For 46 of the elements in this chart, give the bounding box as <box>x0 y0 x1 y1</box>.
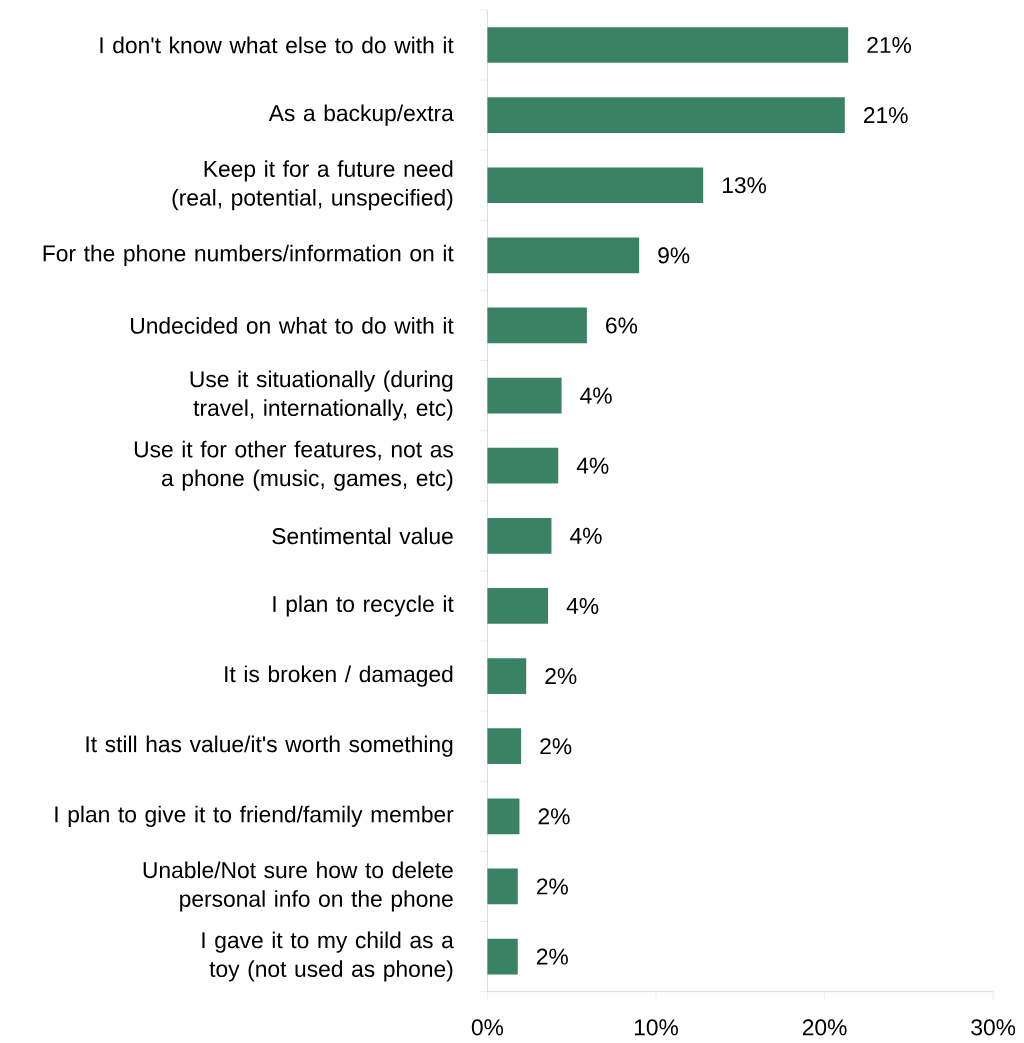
y-tick-label: Undecided on what to do with it <box>131 317 454 334</box>
y-tick-label: I don't know what else to do with it <box>100 36 454 54</box>
bar <box>487 307 588 344</box>
bar <box>487 27 849 63</box>
y-tick-label: I plan to recycle it <box>273 595 454 617</box>
data-label: 6% <box>606 317 638 334</box>
bar <box>487 447 559 484</box>
y-tick-label: I plan to give it to friend/family member <box>55 805 454 827</box>
bar <box>487 377 562 414</box>
x-tick-label: 20% <box>803 1019 847 1036</box>
bar <box>487 588 549 624</box>
y-tick-label: Sentimental value <box>272 527 453 545</box>
bar <box>487 237 640 274</box>
data-label: 4% <box>566 597 599 614</box>
y-tick-label: Unable/Not sure how to delete personal info on the phone <box>143 861 453 912</box>
data-label: 21% <box>864 107 908 124</box>
y-tick-label: As a backup/extra <box>269 104 455 126</box>
bar <box>487 798 520 835</box>
y-tick-label: Use it for other features, not as a phone (music, games, etc) <box>135 440 454 491</box>
data-label: 2% <box>538 808 570 825</box>
y-tick-label: Keep it for a future need (real, potential, unspecified) <box>172 160 453 211</box>
data-label: 2% <box>540 738 572 755</box>
x-tick-label: 10% <box>635 1019 679 1036</box>
data-label: 9% <box>658 247 690 264</box>
y-tick-label: For the phone numbers/information on it <box>43 244 454 266</box>
data-label: 4% <box>577 457 609 474</box>
data-label: 2% <box>545 668 577 685</box>
data-label: 2% <box>537 948 569 965</box>
x-tick-label: 30% <box>971 1019 1016 1036</box>
data-label: 4% <box>580 387 612 404</box>
bar <box>487 167 704 204</box>
data-label: 21% <box>867 36 912 54</box>
y-tick-label: Use it situationally (during travel, internationally, etc) <box>190 370 453 421</box>
data-label: 13% <box>723 177 767 194</box>
bar <box>487 97 846 133</box>
bar <box>487 728 522 765</box>
data-label: 4% <box>570 527 602 544</box>
y-tick-label: I gave it to my child as a toy (not used as phone) <box>202 931 455 982</box>
bar <box>487 517 552 554</box>
bar <box>487 868 518 905</box>
bar <box>487 938 518 975</box>
y-tick-label: It still has value/it's worth something <box>86 735 453 757</box>
y-tick-label: It is broken / damaged <box>225 665 453 687</box>
x-tick-label: 0% <box>472 1019 504 1036</box>
bar <box>487 658 527 694</box>
data-label: 2% <box>537 878 569 895</box>
